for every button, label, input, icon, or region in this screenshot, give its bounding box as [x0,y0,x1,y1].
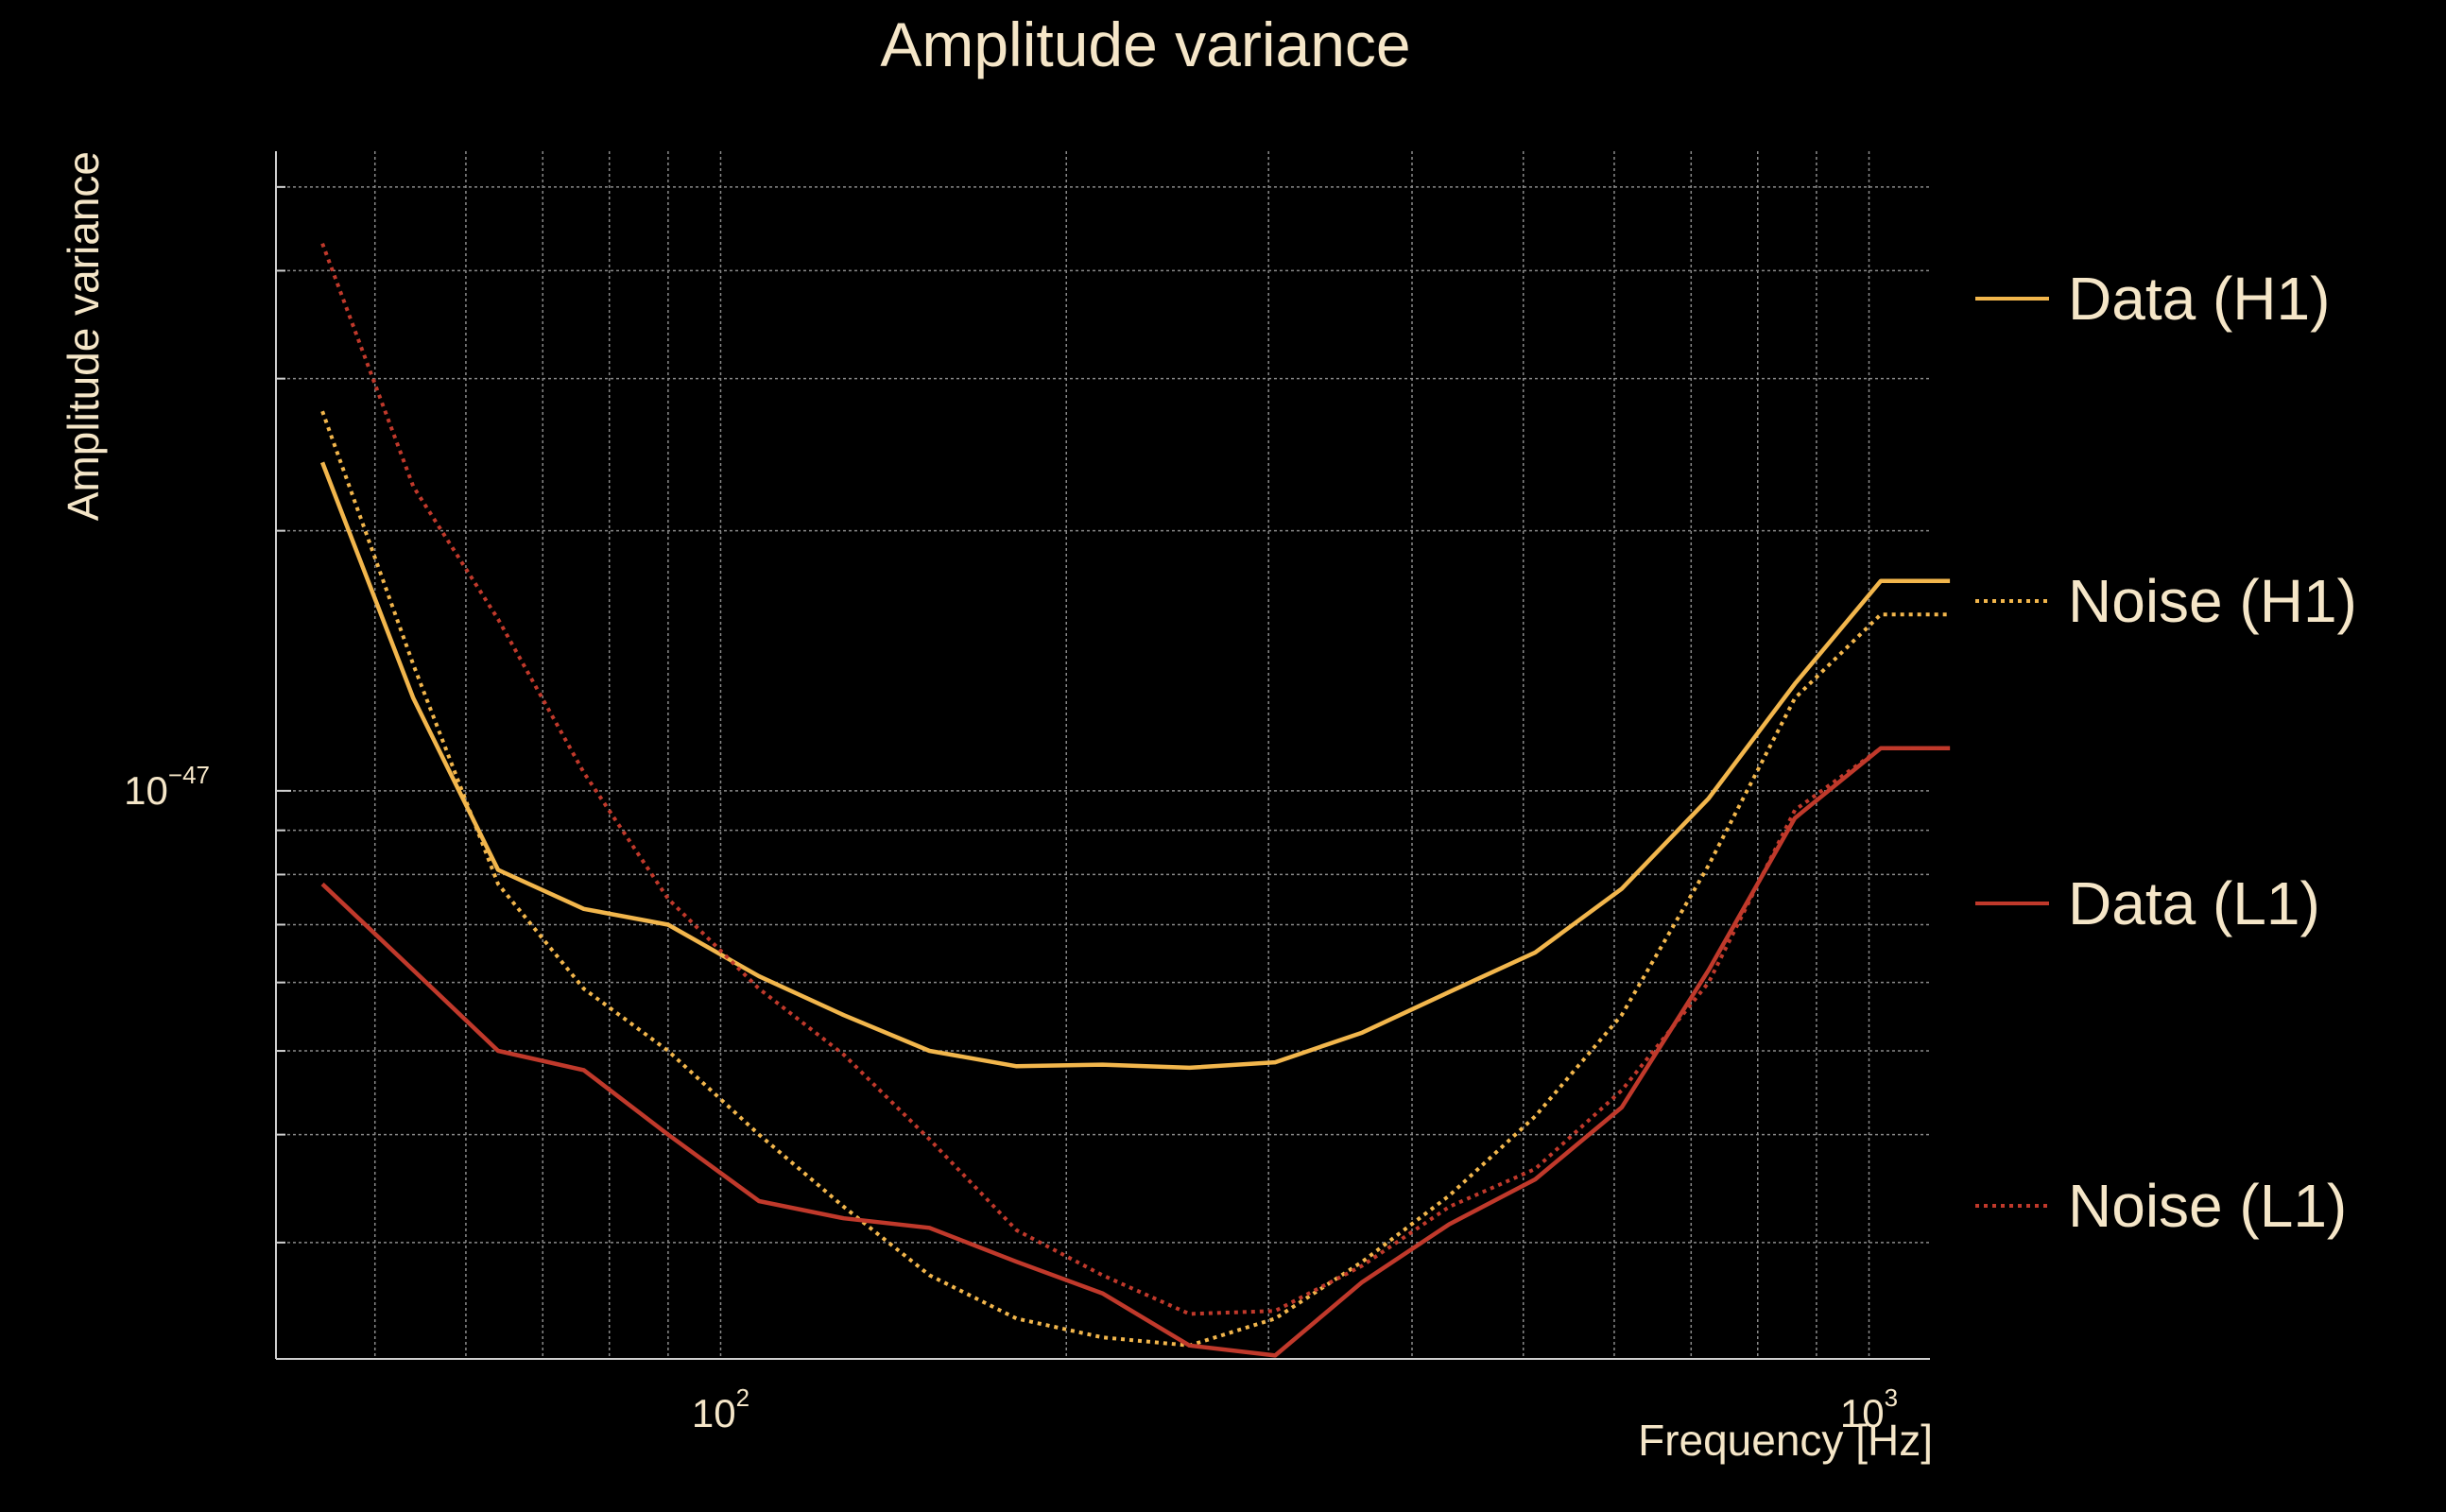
axes-frame [275,151,1930,1360]
x-axis-label: Frequency [Hz] [1638,1416,1933,1465]
x-tick-label: 102 [692,1383,749,1435]
series-line-4 [320,242,1951,1316]
series-group [320,242,1951,1358]
x-tick-label: 103 [1840,1383,1898,1435]
series-line-2 [320,410,1951,1348]
legend-label-4: Noise (L1) [2068,1172,2347,1240]
legend-label-1: Data (H1) [2068,265,2330,333]
y-tick-label: 10−47 [124,761,210,813]
x-axis-ticks: 102 103 [692,1383,1898,1435]
legend-label-3: Data (L1) [2068,869,2320,937]
series-line-1 [320,461,1951,1071]
y-axis-label: Amplitude variance [59,151,108,521]
legend: Data (H1) Noise (H1) Data (L1) Noise (L1) [1975,265,2357,1240]
grid [276,151,1930,1359]
y-axis-ticks: 10−47 [124,761,210,813]
series-line-3 [320,746,1951,1358]
legend-label-2: Noise (H1) [2068,567,2357,635]
chart-title: Amplitude variance [880,9,1410,79]
